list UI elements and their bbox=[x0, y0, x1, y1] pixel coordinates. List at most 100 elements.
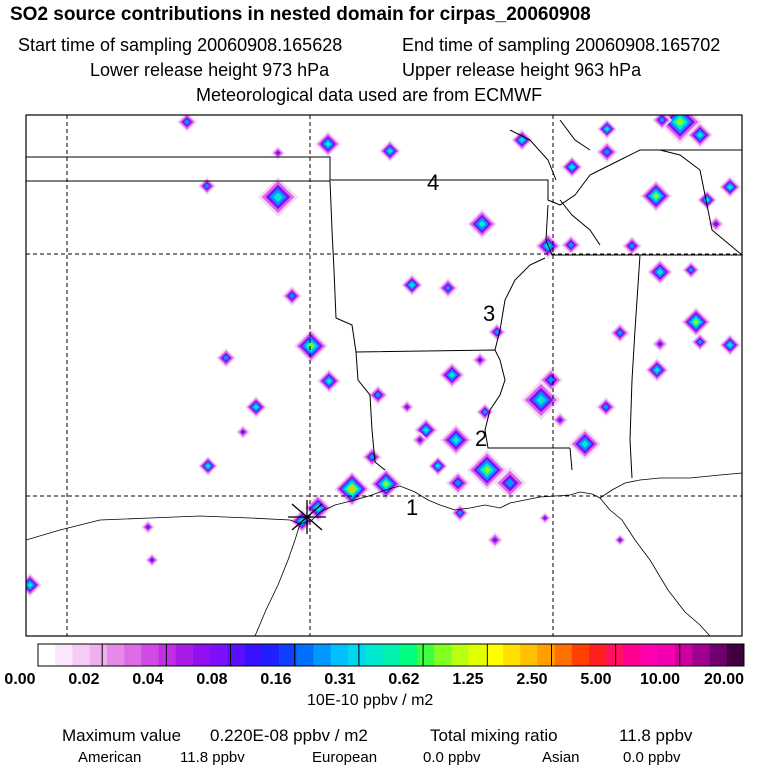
concentration-level bbox=[569, 164, 575, 170]
concentration-level bbox=[603, 148, 611, 156]
concentration-level bbox=[478, 220, 486, 228]
concentration-level bbox=[542, 515, 548, 521]
map-frame bbox=[26, 115, 742, 636]
colorbar-swatch bbox=[571, 644, 590, 666]
concentration-cell bbox=[596, 397, 616, 417]
concentration-level bbox=[557, 417, 563, 423]
concentration-cell bbox=[539, 368, 563, 392]
concentration-cell bbox=[597, 119, 617, 139]
concentration-cell bbox=[440, 424, 472, 456]
colorbar-swatch bbox=[675, 644, 693, 666]
colorbar-swatch bbox=[38, 644, 56, 666]
concentration-level bbox=[435, 463, 441, 469]
max-value: 0.220E-08 ppbv / m2 bbox=[210, 726, 368, 745]
lower-release-label: Lower release height 973 hPa bbox=[90, 60, 330, 80]
concentration-cell bbox=[282, 286, 302, 306]
concentration-level bbox=[275, 150, 281, 156]
colorbar-swatch bbox=[296, 644, 314, 666]
concentration-level bbox=[727, 342, 733, 348]
colorbar-swatch bbox=[502, 644, 521, 666]
concentration-cell bbox=[697, 190, 717, 210]
concentration-level bbox=[253, 404, 259, 410]
concentration-cell bbox=[400, 400, 414, 414]
colorbar-swatch bbox=[279, 644, 297, 666]
concentration-level bbox=[477, 357, 483, 363]
concentration-level bbox=[693, 319, 699, 325]
concentration-level bbox=[697, 339, 703, 345]
concentration-level bbox=[325, 141, 331, 147]
concentration-cell bbox=[561, 156, 583, 178]
marker-label-1: 1 bbox=[406, 495, 418, 520]
concentration-level bbox=[654, 367, 660, 373]
concentration-cell bbox=[610, 323, 630, 343]
colorbar-swatch bbox=[434, 644, 452, 666]
colorbar-swatch bbox=[416, 644, 435, 666]
colorbar-tick-label: 0.16 bbox=[260, 671, 291, 688]
colorbar-tick-label: 0.00 bbox=[4, 671, 35, 688]
concentration-level bbox=[445, 285, 451, 291]
european-label: European bbox=[312, 749, 378, 766]
colorbar bbox=[37, 643, 745, 667]
colorbar-swatch bbox=[313, 644, 332, 666]
concentration-cell bbox=[511, 129, 533, 151]
concentration-level bbox=[536, 395, 546, 405]
concentration-cell bbox=[640, 180, 672, 212]
star-marker-icon bbox=[288, 500, 326, 534]
concentration-level bbox=[617, 330, 623, 336]
colorbar-swatch bbox=[451, 644, 469, 666]
colorbar-swatch bbox=[158, 644, 177, 666]
concentration-cell bbox=[258, 177, 298, 217]
concentration-level bbox=[289, 293, 295, 299]
concentration-cell bbox=[687, 122, 713, 148]
concentration-cell bbox=[294, 329, 328, 363]
concentration-level bbox=[581, 440, 589, 448]
colorbar-swatch bbox=[606, 644, 624, 666]
concentration-cell bbox=[561, 235, 581, 255]
colorbar-swatch bbox=[210, 644, 228, 666]
coastline bbox=[26, 472, 742, 636]
concentration-level bbox=[369, 454, 375, 460]
concentration-level bbox=[629, 243, 635, 249]
concentration-cell bbox=[379, 140, 401, 162]
concentration-cell bbox=[428, 456, 448, 476]
concentration-cell bbox=[26, 573, 42, 597]
concentration-level bbox=[568, 242, 574, 248]
concentration-cell bbox=[682, 261, 700, 279]
concentration-level bbox=[617, 537, 623, 543]
concentration-level bbox=[409, 282, 415, 288]
colorbar-tick-label: 0.31 bbox=[324, 671, 355, 688]
concentration-level bbox=[697, 132, 703, 138]
concentration-cell bbox=[368, 385, 388, 405]
concentration-level bbox=[688, 267, 694, 273]
colorbar-swatch bbox=[554, 644, 573, 666]
asian-label: Asian bbox=[542, 749, 580, 766]
concentration-level bbox=[387, 148, 393, 154]
concentration-cell bbox=[438, 278, 458, 298]
colorbar-swatch bbox=[141, 644, 159, 666]
concentration-cell bbox=[216, 348, 236, 368]
marker-label-3: 3 bbox=[483, 301, 495, 326]
concentration-cell bbox=[596, 141, 618, 163]
concentration-level bbox=[449, 372, 455, 378]
concentration-level bbox=[27, 582, 33, 588]
colorbar-swatch bbox=[657, 644, 676, 666]
colorbar-tick-label: 0.04 bbox=[132, 671, 163, 688]
colorbar-swatch bbox=[227, 644, 245, 666]
colorbar-tick-label: 10.00 bbox=[640, 671, 680, 688]
concentration-cell bbox=[401, 274, 423, 296]
concentration-level bbox=[184, 119, 190, 125]
colorbar-swatch bbox=[382, 644, 400, 666]
concentration-cell bbox=[412, 432, 428, 448]
colorbar-swatch bbox=[709, 644, 728, 666]
colorbar-tick-label: 1.25 bbox=[452, 671, 483, 688]
concentration-level bbox=[349, 486, 355, 492]
colorbar-swatch bbox=[330, 644, 349, 666]
colorbar-unit-label: 10E-10 ppbv / m2 bbox=[307, 692, 434, 709]
colorbar-tick-label: 0.62 bbox=[388, 671, 419, 688]
concentration-level bbox=[149, 557, 155, 563]
concentration-cell bbox=[719, 334, 741, 356]
colorbar-tick-label: 0.08 bbox=[196, 671, 227, 688]
state-borders bbox=[26, 119, 742, 479]
concentration-level bbox=[273, 192, 283, 202]
colorbar-swatch bbox=[244, 644, 263, 666]
